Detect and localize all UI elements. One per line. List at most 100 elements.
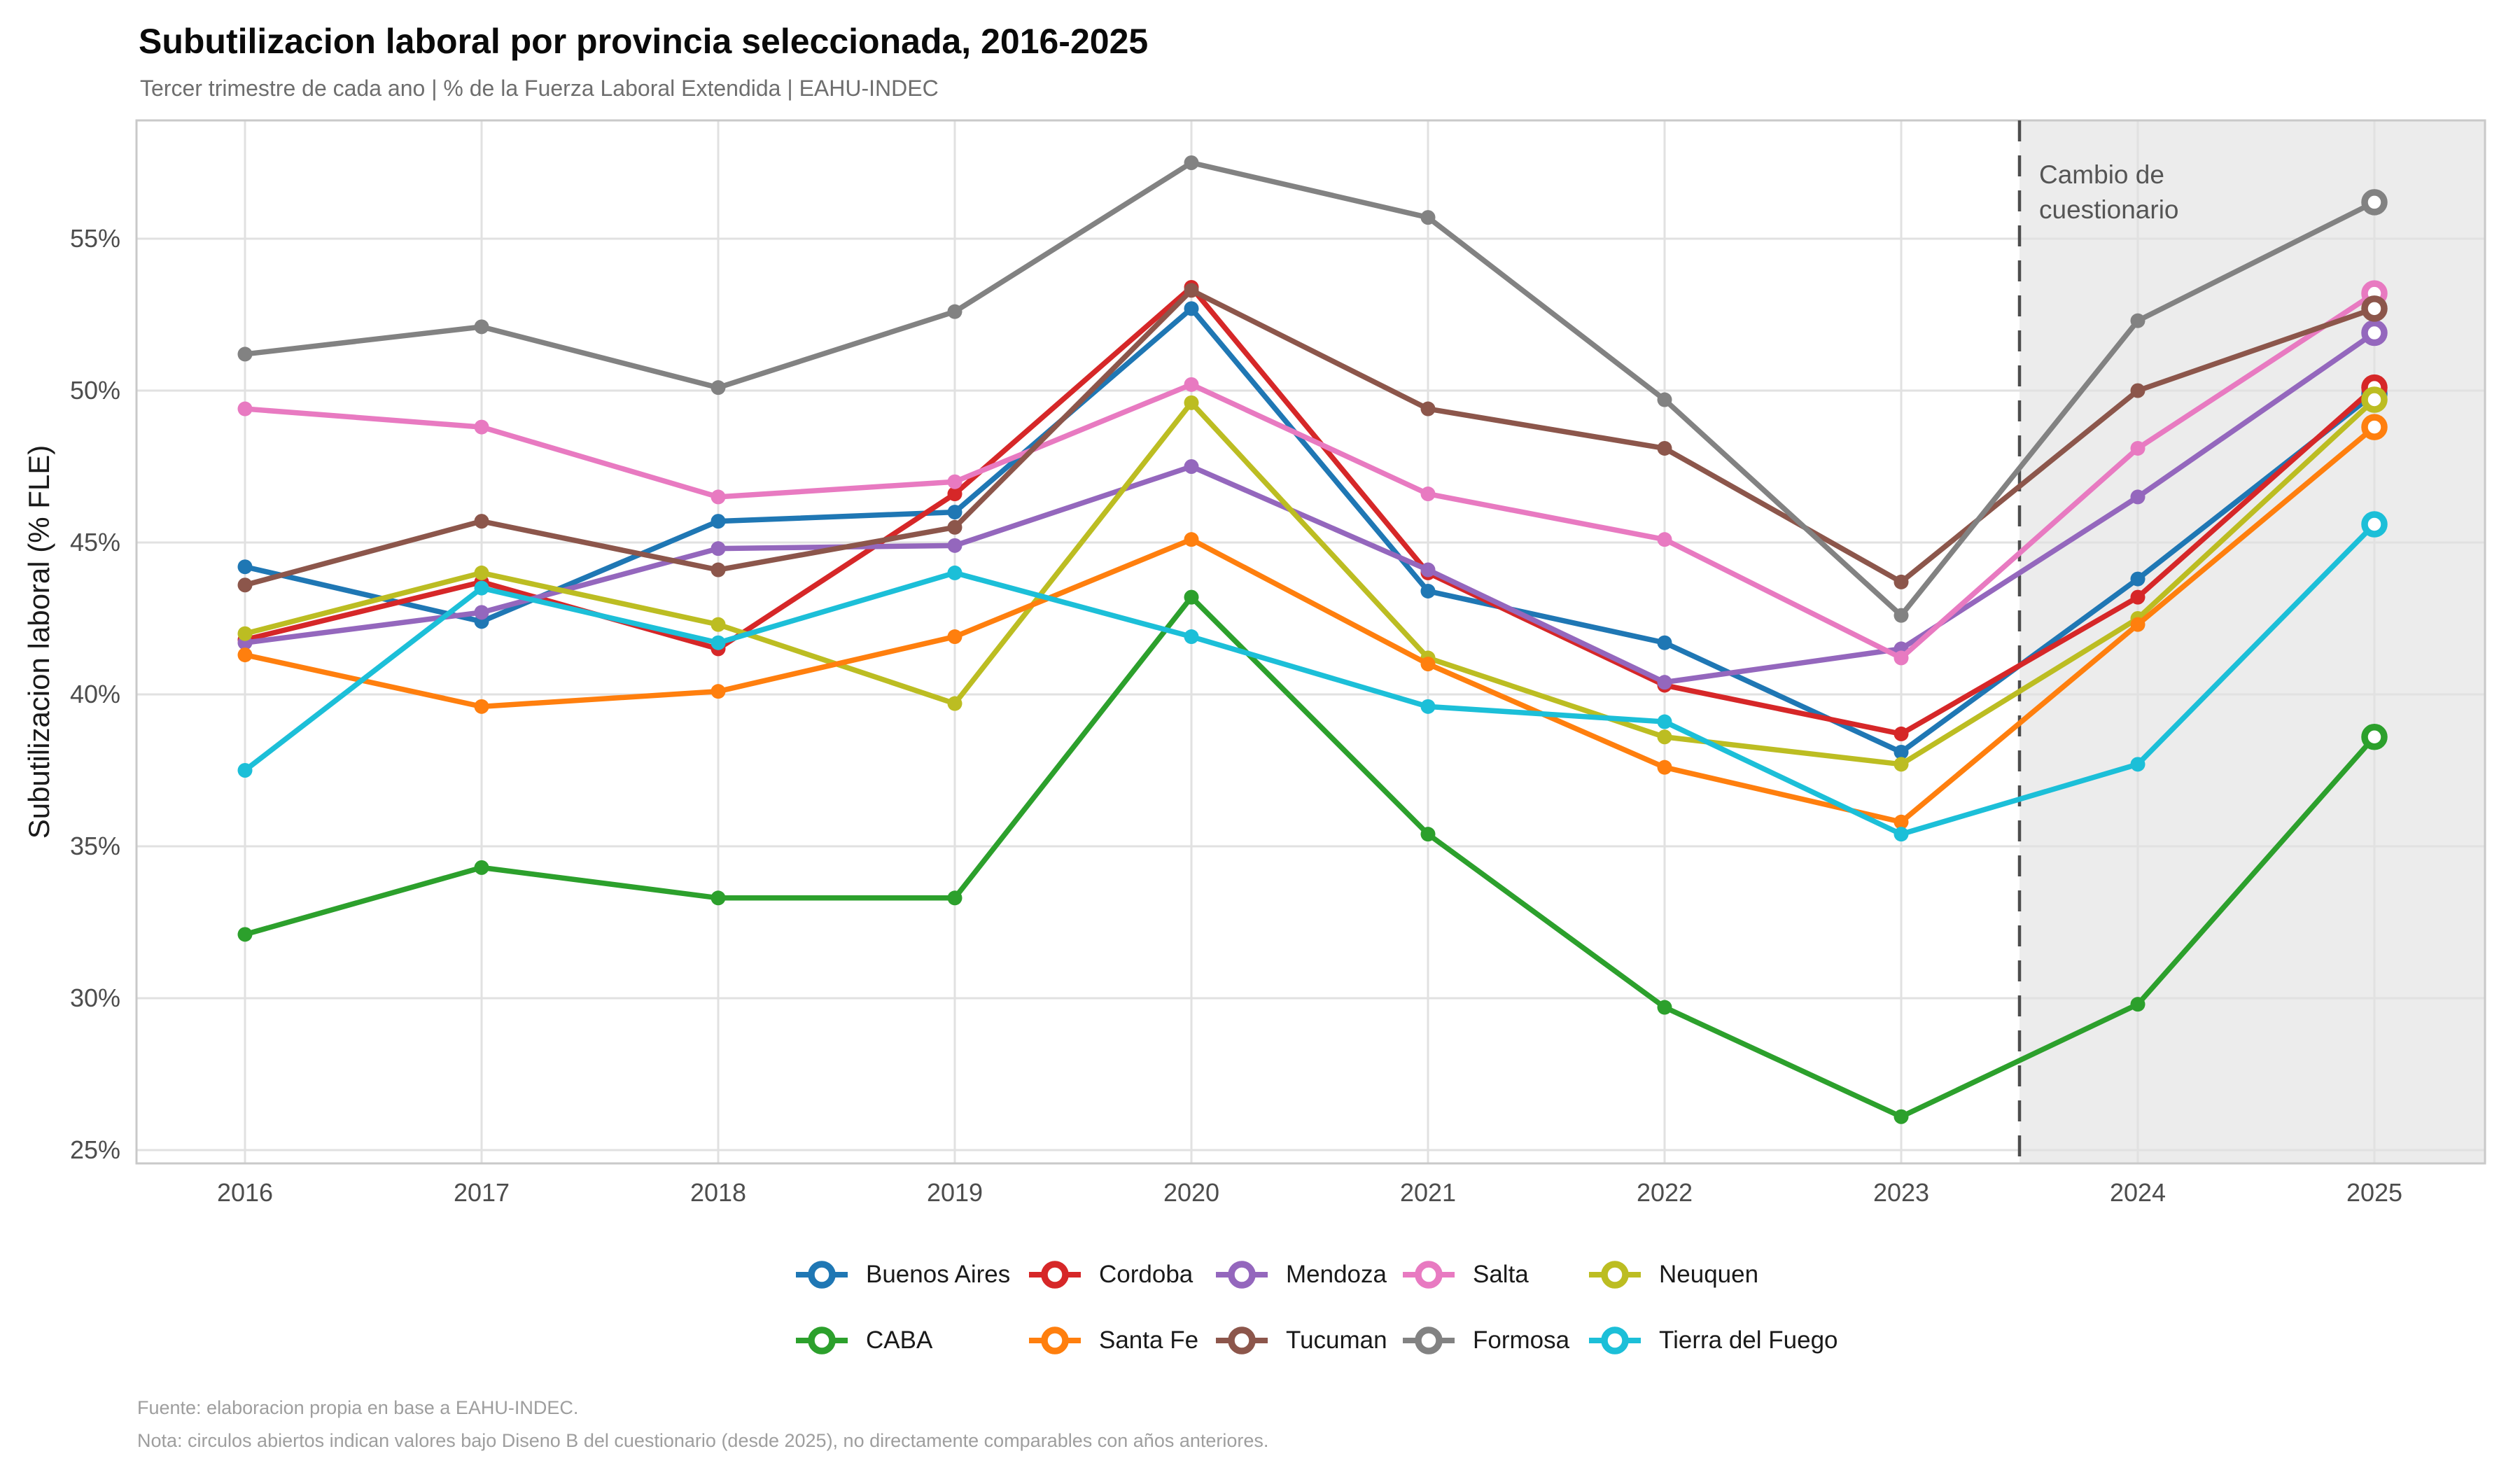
- y-tick-label: 35%: [70, 832, 120, 860]
- series-line: [244, 290, 2376, 661]
- data-point: [237, 401, 253, 416]
- data-point: [947, 890, 962, 906]
- series-tierra-del-fuego: [237, 511, 2388, 842]
- data-point: [237, 559, 253, 575]
- data-point: [474, 514, 489, 529]
- data-point: [2130, 997, 2146, 1012]
- series-line: [244, 160, 2376, 618]
- x-tick-label: 2021: [1400, 1178, 1456, 1207]
- data-point: [1657, 675, 1672, 690]
- data-point: [1657, 729, 1672, 745]
- data-point: [710, 541, 726, 556]
- data-point: [947, 304, 962, 319]
- data-point: [947, 629, 962, 645]
- data-point: [1657, 1000, 1672, 1015]
- series-line: [244, 330, 2376, 685]
- x-tick-label: 2025: [2346, 1178, 2402, 1207]
- x-tick-label: 2017: [454, 1178, 510, 1207]
- data-point: [1893, 608, 1909, 623]
- data-point-open: [2361, 414, 2388, 440]
- data-point: [710, 380, 726, 396]
- series-line: [244, 594, 2376, 1120]
- x-tick-label: 2018: [690, 1178, 746, 1207]
- data-point: [1893, 744, 1909, 760]
- data-point: [1657, 714, 1672, 729]
- data-point: [710, 890, 726, 906]
- data-point: [1893, 814, 1909, 830]
- data-point: [1657, 635, 1672, 650]
- data-point: [1893, 757, 1909, 772]
- series-line: [244, 398, 2376, 767]
- data-point: [1184, 532, 1199, 547]
- data-point: [947, 538, 962, 553]
- data-point-open: [2361, 189, 2388, 216]
- data-point: [1893, 827, 1909, 842]
- x-tick-label: 2016: [217, 1178, 273, 1207]
- data-point: [1420, 562, 1436, 578]
- y-axis-title: Subutilizacion laboral (% FLE): [22, 445, 55, 839]
- data-point: [2130, 617, 2146, 632]
- data-point: [2130, 757, 2146, 772]
- data-point: [474, 580, 489, 596]
- data-point: [1657, 532, 1672, 547]
- data-point: [710, 617, 726, 632]
- data-point: [237, 648, 253, 663]
- data-point: [1184, 155, 1199, 170]
- data-point: [2130, 313, 2146, 328]
- y-tick-label: 45%: [70, 528, 120, 556]
- data-point: [1893, 574, 1909, 589]
- y-tick-label: 50%: [70, 376, 120, 405]
- data-point: [237, 346, 253, 362]
- data-point: [1420, 583, 1436, 598]
- annotation-line: cuestionario: [2039, 195, 2179, 224]
- x-tick-label: 2023: [1873, 1178, 1929, 1207]
- data-point: [710, 684, 726, 699]
- data-point: [947, 474, 962, 489]
- data-point: [947, 505, 962, 520]
- data-point: [474, 605, 489, 620]
- data-point: [237, 763, 253, 778]
- data-point: [1420, 699, 1436, 714]
- data-point: [237, 927, 253, 942]
- data-point: [2130, 440, 2146, 456]
- data-point-open: [2361, 511, 2388, 538]
- data-point: [474, 699, 489, 714]
- series-formosa: [237, 155, 2388, 623]
- data-point: [474, 860, 489, 875]
- data-point: [947, 486, 962, 502]
- data-point: [947, 565, 962, 580]
- data-point: [1184, 377, 1199, 392]
- data-point: [1420, 486, 1436, 502]
- x-tick-label: 2022: [1637, 1178, 1693, 1207]
- series-line: [244, 288, 2376, 588]
- chart-title: Subutilizacion laboral por provincia sel…: [139, 22, 1149, 61]
- data-point-open: [2361, 319, 2388, 346]
- data-point: [2130, 489, 2146, 505]
- x-tick-label: 2019: [927, 1178, 983, 1207]
- chart-footer: Fuente: elaboracion propia en base a EAH…: [137, 1392, 1268, 1458]
- data-point: [1893, 726, 1909, 741]
- data-point: [1893, 650, 1909, 666]
- data-point: [710, 514, 726, 529]
- y-tick-label: 30%: [70, 983, 120, 1012]
- data-point: [1420, 657, 1436, 672]
- data-point: [1184, 589, 1199, 605]
- data-point: [1184, 395, 1199, 410]
- y-tick-label: 55%: [70, 224, 120, 253]
- data-point: [474, 319, 489, 335]
- series-neuquen: [237, 386, 2388, 772]
- data-point: [710, 562, 726, 578]
- questionnaire-change-annotation: Cambio de cuestionario: [2039, 160, 2179, 224]
- source-note: Fuente: elaboracion propia en base a EAH…: [137, 1397, 579, 1418]
- data-point: [474, 565, 489, 580]
- data-point: [710, 489, 726, 505]
- data-point: [1184, 629, 1199, 645]
- data-point: [1420, 401, 1436, 416]
- axis-ticks: 25% 30% 35% 40% 45% 50% 55% 2016 2017 2018 2019 202…: [70, 224, 2402, 1207]
- data-point: [710, 635, 726, 650]
- data-point: [1420, 210, 1436, 225]
- data-point: [1657, 440, 1672, 456]
- series-caba: [237, 589, 2388, 1124]
- data-point: [1657, 392, 1672, 407]
